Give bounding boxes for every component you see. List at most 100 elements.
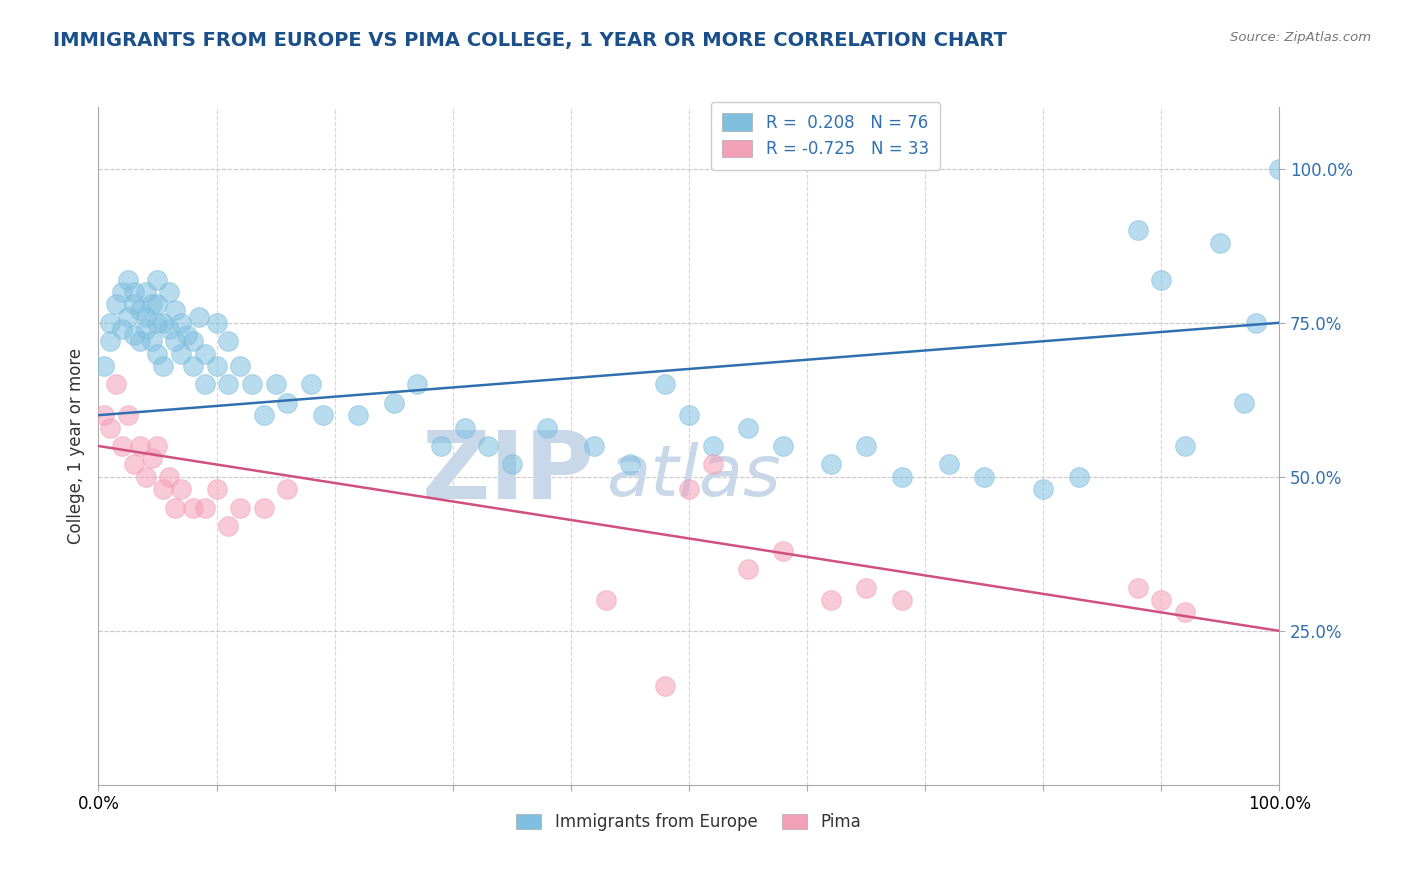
- Point: [973, 470, 995, 484]
- Point: [205, 316, 228, 330]
- Point: [382, 396, 405, 410]
- Point: [890, 593, 912, 607]
- Point: [165, 334, 187, 349]
- Point: [1126, 581, 1149, 595]
- Point: [146, 316, 169, 330]
- Point: [1150, 593, 1173, 607]
- Point: [117, 272, 139, 286]
- Point: [229, 500, 252, 515]
- Point: [820, 593, 842, 607]
- Y-axis label: College, 1 year or more: College, 1 year or more: [66, 348, 84, 544]
- Point: [276, 482, 298, 496]
- Point: [146, 346, 169, 360]
- Point: [117, 408, 139, 422]
- Point: [194, 346, 217, 360]
- Point: [253, 408, 276, 422]
- Point: [194, 377, 217, 392]
- Point: [595, 593, 617, 607]
- Text: Source: ZipAtlas.com: Source: ZipAtlas.com: [1230, 31, 1371, 45]
- Point: [135, 322, 157, 336]
- Point: [536, 420, 558, 434]
- Point: [117, 310, 139, 324]
- Point: [176, 328, 198, 343]
- Point: [406, 377, 429, 392]
- Point: [772, 439, 794, 453]
- Point: [678, 482, 700, 496]
- Point: [135, 470, 157, 484]
- Point: [619, 458, 641, 472]
- Point: [98, 316, 121, 330]
- Point: [141, 451, 163, 466]
- Point: [702, 439, 724, 453]
- Point: [453, 420, 475, 434]
- Point: [312, 408, 335, 422]
- Point: [128, 334, 150, 349]
- Point: [1244, 316, 1267, 330]
- Point: [299, 377, 322, 392]
- Point: [820, 458, 842, 472]
- Text: IMMIGRANTS FROM EUROPE VS PIMA COLLEGE, 1 YEAR OR MORE CORRELATION CHART: IMMIGRANTS FROM EUROPE VS PIMA COLLEGE, …: [53, 31, 1007, 50]
- Point: [217, 377, 239, 392]
- Point: [146, 439, 169, 453]
- Point: [170, 482, 193, 496]
- Point: [240, 377, 263, 392]
- Point: [205, 359, 228, 373]
- Point: [105, 297, 128, 311]
- Point: [1150, 272, 1173, 286]
- Point: [105, 377, 128, 392]
- Point: [678, 408, 700, 422]
- Point: [430, 439, 453, 453]
- Point: [98, 420, 121, 434]
- Point: [152, 359, 174, 373]
- Point: [1067, 470, 1090, 484]
- Point: [122, 297, 145, 311]
- Point: [135, 285, 157, 299]
- Point: [157, 285, 180, 299]
- Point: [855, 581, 877, 595]
- Point: [1032, 482, 1054, 496]
- Point: [1209, 235, 1232, 250]
- Point: [157, 470, 180, 484]
- Point: [583, 439, 606, 453]
- Point: [187, 310, 209, 324]
- Point: [194, 500, 217, 515]
- Point: [276, 396, 298, 410]
- Point: [217, 334, 239, 349]
- Point: [98, 334, 121, 349]
- Point: [141, 334, 163, 349]
- Point: [93, 359, 115, 373]
- Point: [146, 297, 169, 311]
- Point: [1174, 439, 1197, 453]
- Point: [264, 377, 287, 392]
- Legend: Immigrants from Europe, Pima: Immigrants from Europe, Pima: [510, 806, 868, 838]
- Point: [217, 519, 239, 533]
- Point: [122, 328, 145, 343]
- Point: [157, 322, 180, 336]
- Point: [128, 439, 150, 453]
- Point: [181, 359, 204, 373]
- Text: ZIP: ZIP: [422, 427, 595, 519]
- Point: [152, 316, 174, 330]
- Point: [93, 408, 115, 422]
- Point: [135, 310, 157, 324]
- Point: [181, 334, 204, 349]
- Point: [181, 500, 204, 515]
- Point: [141, 297, 163, 311]
- Point: [1174, 606, 1197, 620]
- Point: [111, 285, 134, 299]
- Point: [737, 562, 759, 576]
- Point: [1268, 161, 1291, 176]
- Point: [229, 359, 252, 373]
- Point: [737, 420, 759, 434]
- Point: [501, 458, 523, 472]
- Point: [890, 470, 912, 484]
- Point: [772, 543, 794, 558]
- Point: [128, 303, 150, 318]
- Point: [170, 346, 193, 360]
- Point: [654, 377, 676, 392]
- Point: [702, 458, 724, 472]
- Point: [347, 408, 370, 422]
- Point: [938, 458, 960, 472]
- Point: [855, 439, 877, 453]
- Text: atlas: atlas: [606, 442, 780, 511]
